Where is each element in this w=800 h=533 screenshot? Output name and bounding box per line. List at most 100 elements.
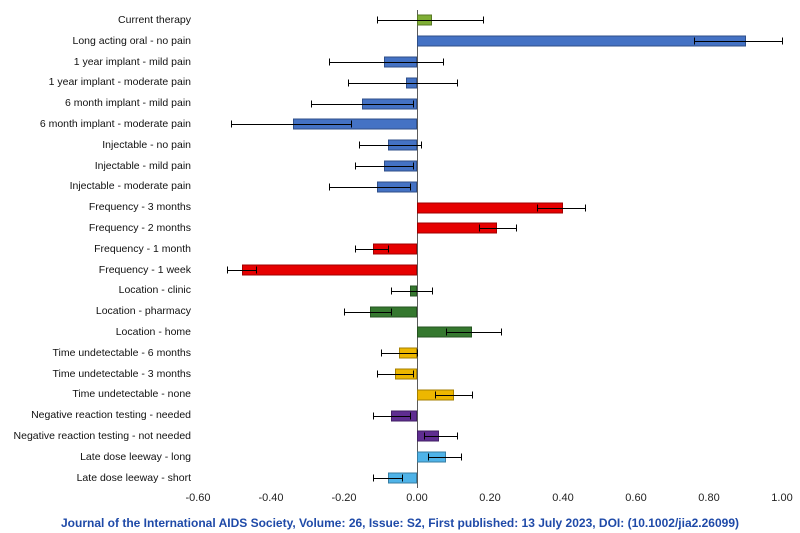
chart-row bbox=[198, 384, 782, 405]
chart-row bbox=[198, 405, 782, 426]
error-bar-cap bbox=[391, 287, 393, 295]
error-bar bbox=[230, 124, 352, 126]
error-bar-cap bbox=[479, 224, 481, 232]
category-label: Negative reaction testing - needed bbox=[31, 409, 191, 422]
category-labels-column: Current therapy Long acting oral - no pai… bbox=[0, 10, 198, 488]
chart-row bbox=[198, 72, 782, 93]
error-bar-cap bbox=[431, 287, 433, 295]
error-bar-cap bbox=[358, 141, 360, 149]
chart-row bbox=[198, 322, 782, 343]
error-bar-cap bbox=[782, 37, 783, 45]
bar bbox=[417, 35, 746, 47]
bar bbox=[417, 326, 472, 338]
error-bar-cap bbox=[409, 412, 411, 420]
error-bar bbox=[380, 353, 417, 355]
error-bar-cap bbox=[417, 349, 418, 357]
error-bar bbox=[479, 228, 516, 230]
error-bar-cap bbox=[515, 224, 517, 232]
error-bar bbox=[354, 249, 388, 251]
chart-row bbox=[198, 52, 782, 73]
error-bar-cap bbox=[409, 183, 411, 191]
category-label: Location - clinic bbox=[118, 284, 191, 297]
error-bar-cap bbox=[380, 349, 382, 357]
plot-area bbox=[198, 10, 783, 489]
chart-row bbox=[198, 10, 782, 31]
x-axis: -0.60 -0.40 -0.20 0.00 0.20 0.40 0.60 0.80 1.00 bbox=[0, 488, 800, 508]
x-axis-tick-label: 0.80 bbox=[698, 492, 720, 505]
chart-row bbox=[198, 218, 782, 239]
chart-row bbox=[198, 93, 782, 114]
category-label: Negative reaction testing - not needed bbox=[13, 429, 191, 442]
error-bar-cap bbox=[351, 120, 353, 128]
x-axis-tick-label: 1.00 bbox=[771, 492, 793, 505]
error-bar-cap bbox=[413, 162, 415, 170]
error-bar-cap bbox=[694, 37, 696, 45]
error-bar bbox=[347, 82, 458, 84]
bar bbox=[292, 118, 417, 130]
error-bar bbox=[435, 394, 472, 396]
error-bar-cap bbox=[420, 141, 422, 149]
chart-rows bbox=[198, 10, 783, 488]
error-bar-cap bbox=[376, 370, 378, 378]
error-bar-cap bbox=[442, 58, 444, 66]
chart-row bbox=[198, 260, 782, 281]
zero-axis-line bbox=[417, 10, 418, 489]
error-bar-cap bbox=[354, 245, 356, 253]
bar bbox=[373, 243, 417, 255]
chart-row bbox=[198, 301, 782, 322]
error-bar bbox=[424, 436, 458, 438]
category-label: Injectable - moderate pain bbox=[69, 180, 191, 193]
category-label: 6 month implant - moderate pain bbox=[39, 117, 191, 130]
chart-row bbox=[198, 343, 782, 364]
error-bar bbox=[537, 207, 585, 209]
category-label: Location - pharmacy bbox=[95, 305, 191, 318]
chart-row bbox=[198, 280, 782, 301]
error-bar-cap bbox=[402, 474, 404, 482]
error-bar bbox=[427, 457, 461, 459]
error-bar-cap bbox=[354, 162, 356, 170]
chart-row bbox=[198, 135, 782, 156]
x-axis-tick-label: -0.60 bbox=[185, 492, 211, 505]
chart-row bbox=[198, 426, 782, 447]
bar bbox=[417, 222, 498, 234]
error-bar bbox=[376, 20, 483, 22]
citation-footer: Journal of the International AIDS Societ… bbox=[61, 516, 739, 531]
error-bar bbox=[358, 145, 421, 147]
x-axis-spacer bbox=[0, 490, 198, 508]
error-bar-cap bbox=[457, 79, 459, 87]
category-label: Time undetectable - 6 months bbox=[52, 346, 191, 359]
error-bar-cap bbox=[227, 266, 229, 274]
chart-row bbox=[198, 197, 782, 218]
error-bar-cap bbox=[446, 328, 448, 336]
bar bbox=[369, 306, 417, 318]
category-label: Late dose leeway - long bbox=[80, 450, 191, 463]
x-axis-tick-label: 0.00 bbox=[406, 492, 428, 505]
error-bar bbox=[376, 373, 414, 375]
category-label: Frequency - 3 months bbox=[88, 201, 191, 214]
category-label: Injectable - mild pain bbox=[94, 159, 191, 172]
error-bar-cap bbox=[256, 266, 258, 274]
error-bar-cap bbox=[537, 204, 539, 212]
error-bar-cap bbox=[373, 412, 375, 420]
error-bar bbox=[391, 290, 432, 292]
category-label: 1 year implant - mild pain bbox=[73, 55, 191, 68]
error-bar-cap bbox=[460, 453, 462, 461]
error-bar-cap bbox=[387, 245, 389, 253]
x-axis-tick-label: 0.40 bbox=[552, 492, 574, 505]
error-bar-cap bbox=[413, 100, 415, 108]
error-bar bbox=[446, 332, 501, 334]
category-label: Current therapy bbox=[118, 14, 191, 26]
chart-row bbox=[198, 364, 782, 385]
error-bar-cap bbox=[230, 120, 232, 128]
category-label: Frequency - 1 month bbox=[94, 242, 191, 255]
category-label: Location - home bbox=[115, 325, 191, 338]
category-label: Time undetectable - none bbox=[72, 388, 191, 401]
error-bar-cap bbox=[424, 432, 426, 440]
chart-row bbox=[198, 156, 782, 177]
category-label: Frequency - 1 week bbox=[98, 263, 191, 276]
error-bar bbox=[227, 269, 257, 271]
error-bar-cap bbox=[413, 370, 415, 378]
error-bar-cap bbox=[482, 16, 484, 24]
error-bar-cap bbox=[584, 204, 586, 212]
